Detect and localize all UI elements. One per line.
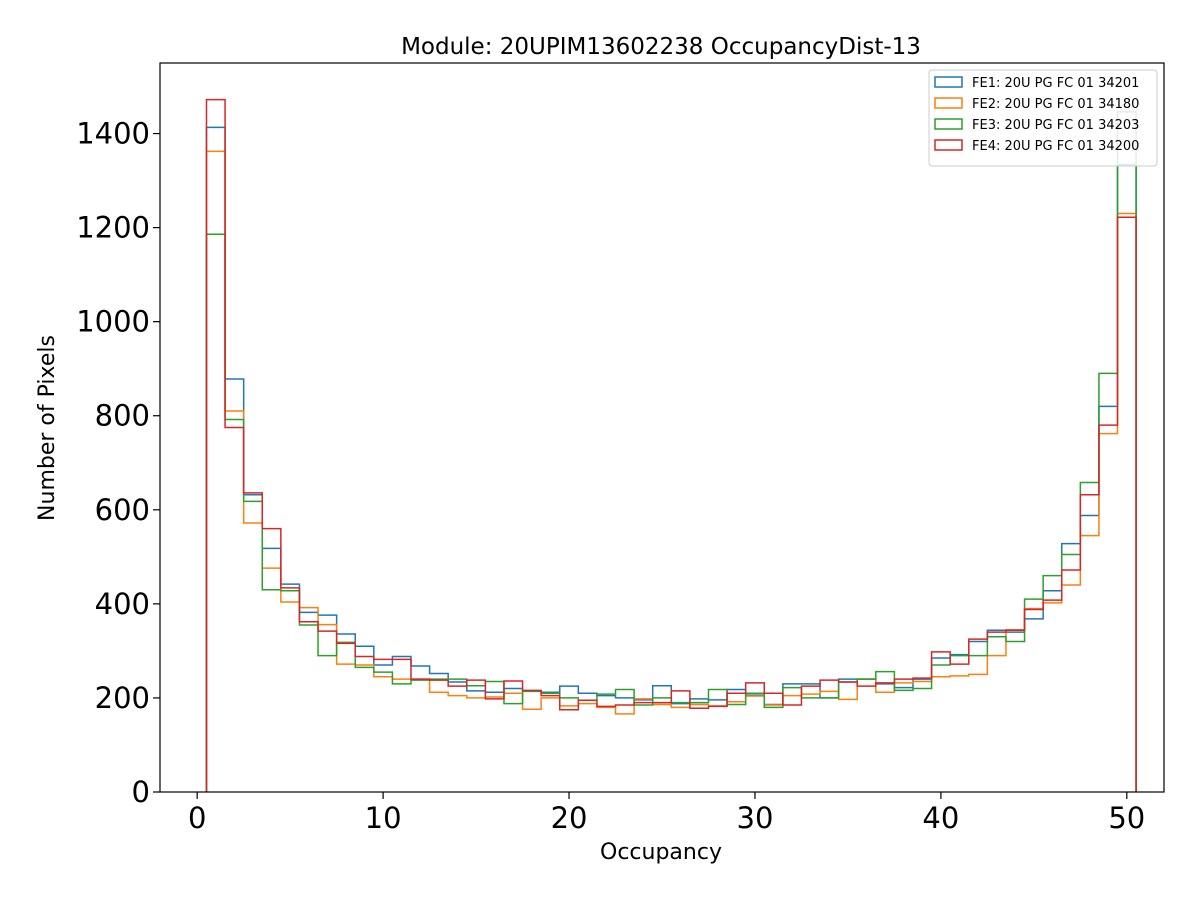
y-tick-label: 200 [95, 681, 150, 715]
legend-label: FE1: 20U PG FC 01 34201 [972, 76, 1139, 91]
legend-swatch [934, 118, 963, 130]
legend-label: FE2: 20U PG FC 01 34180 [972, 97, 1139, 112]
y-axis: 0 200 400 600 800 1000 1200 1400 [76, 117, 160, 809]
y-tick-label: 800 [95, 399, 150, 433]
legend-box [928, 69, 1158, 167]
x-tick-label: 0 [188, 801, 206, 835]
plot-frame [159, 62, 1165, 793]
series-line-fe4 [205, 98, 1137, 792]
x-axis-title: Occupancy [600, 840, 722, 865]
y-tick-label: 1200 [76, 211, 150, 245]
x-tick-label: 40 [922, 801, 959, 835]
y-tick-label: 400 [95, 587, 150, 621]
x-tick-label: 30 [737, 801, 774, 835]
y-tick-label: 600 [95, 493, 150, 527]
chart-title: Module: 20UPIM13602238 OccupancyDist-13 [401, 34, 921, 60]
x-tick-label: 10 [365, 801, 402, 835]
legend-swatch [934, 97, 963, 109]
y-tick-label: 0 [132, 775, 150, 809]
x-tick-label: 20 [551, 801, 588, 835]
x-axis: 0 10 20 30 40 50 [188, 792, 1145, 835]
x-tick-label: 50 [1108, 801, 1145, 835]
legend-swatch [934, 76, 963, 88]
y-tick-label: 1000 [76, 305, 150, 339]
legend-swatch [934, 139, 963, 151]
y-axis-title: Number of Pixels [35, 335, 60, 521]
legend-label: FE3: 20U PG FC 01 34203 [972, 118, 1139, 133]
y-tick-label: 1400 [76, 117, 150, 151]
legend: FE1: 20U PG FC 01 34201 FE2: 20U PG FC 01… [928, 69, 1158, 167]
series-layer [205, 98, 1137, 792]
legend-label: FE4: 20U PG FC 01 34200 [972, 139, 1139, 154]
